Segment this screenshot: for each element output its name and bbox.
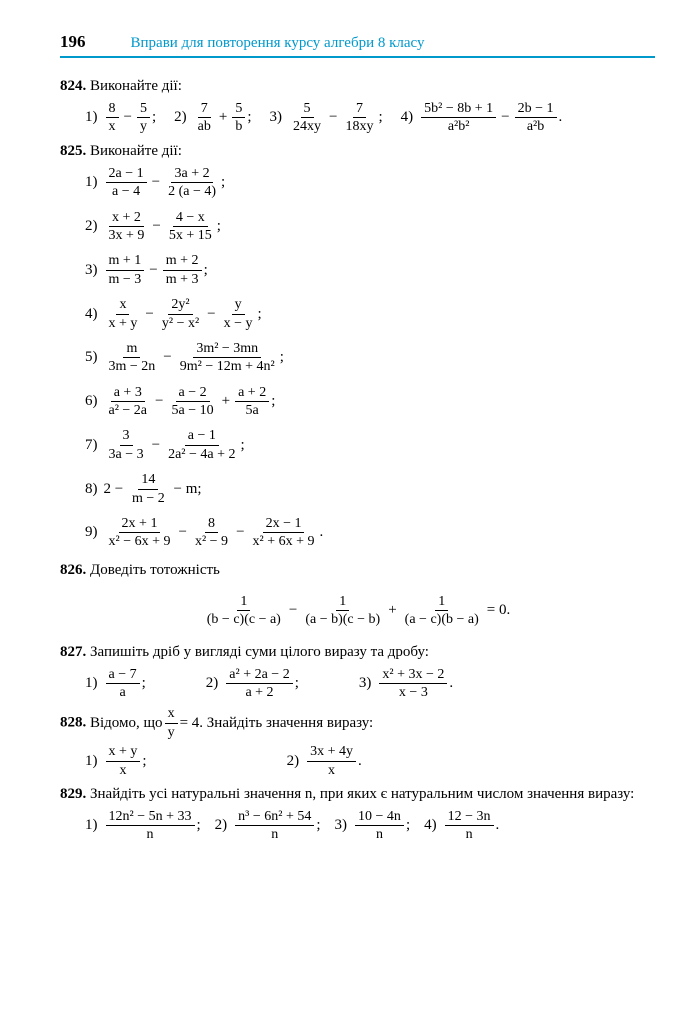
page: 196 Вправи для повторення курсу алгебри … xyxy=(0,0,690,879)
problem-title: Знайдіть усі натуральні значення n, при … xyxy=(90,786,634,802)
problem-826-equation: 1(b − c)(c − a) − 1(a − b)(c − b) + 1(a … xyxy=(60,591,655,628)
problem-824: 824. Виконайте дії: 1)8x−5y; 2)7ab+5b; 3)5… xyxy=(60,76,655,135)
problem-head: 825. Виконайте дії: xyxy=(60,141,655,162)
sub-item: 9)2x + 1x² − 6x + 9−8x² − 9−2x − 1x² + 6… xyxy=(85,516,655,550)
problem-824-items: 1)8x−5y; 2)7ab+5b; 3)524xy−718xy; 4)5b² − 8… xyxy=(85,101,655,135)
problem-head: 827. Запишіть дріб у вигляді суми цілого… xyxy=(60,642,655,663)
sub-item: 1)12n² − 5n + 33n; xyxy=(85,809,201,843)
sub-item: 4)5b² − 8b + 1a²b²−2b − 1a²b. xyxy=(401,101,563,135)
sub-item: 2)3x + 4yx. xyxy=(287,744,362,778)
problem-number: 824. xyxy=(60,78,86,94)
sub-item: 2)x + 23x + 9−4 − x5x + 15; xyxy=(85,210,655,244)
problem-number: 825. xyxy=(60,143,86,159)
problem-825: 825. Виконайте дії: 1)2a − 1a − 4−3a + 2… xyxy=(60,141,655,550)
problem-head: 829. Знайдіть усі натуральні значення n,… xyxy=(60,784,655,805)
page-number: 196 xyxy=(60,30,86,54)
problem-title: Відомо, що xy = 4. Знайдіть значення вир… xyxy=(90,706,373,740)
problem-827: 827. Запишіть дріб у вигляді суми цілого… xyxy=(60,642,655,701)
sub-item: 2)n³ − 6n² + 54n; xyxy=(215,809,321,843)
sub-item: 1)2a − 1a − 4−3a + 22 (a − 4); xyxy=(85,166,655,200)
problem-head: 828. Відомо, що xy = 4. Знайдіть значенн… xyxy=(60,706,655,740)
sub-item: 6)a + 3a² − 2a−a − 25a − 10+a + 25a; xyxy=(85,385,655,419)
sub-item: 4)12 − 3nn. xyxy=(424,809,499,843)
problem-827-items: 1)a − 7a; 2)a² + 2a − 2a + 2; 3)x² + 3x − … xyxy=(85,667,655,701)
page-header: 196 Вправи для повторення курсу алгебри … xyxy=(60,30,655,58)
problem-828-items: 1)x + yx; 2)3x + 4yx. xyxy=(85,744,655,778)
sub-item: 3)m + 1m − 3−m + 2m + 3; xyxy=(85,253,655,287)
problem-828: 828. Відомо, що xy = 4. Знайдіть значенн… xyxy=(60,706,655,778)
sub-item: 2)a² + 2a − 2a + 2; xyxy=(206,667,299,701)
sub-item: 8)2 − 14m − 2 − m; xyxy=(85,472,655,506)
sub-item: 3)524xy−718xy; xyxy=(270,101,383,135)
problem-829: 829. Знайдіть усі натуральні значення n,… xyxy=(60,784,655,843)
sub-item: 2)7ab+5b; xyxy=(174,101,251,135)
sub-item: 7)33a − 3−a − 12a² − 4a + 2; xyxy=(85,428,655,462)
problem-head: 824. Виконайте дії: xyxy=(60,76,655,97)
problem-number: 826. xyxy=(60,562,86,578)
problem-number: 827. xyxy=(60,644,86,660)
problem-title: Доведіть тотожність xyxy=(90,562,220,578)
sub-item: 1)8x−5y; xyxy=(85,101,156,135)
problem-825-items: 1)2a − 1a − 4−3a + 22 (a − 4); 2)x + 23x … xyxy=(60,166,655,550)
problem-number: 828. xyxy=(60,715,86,731)
problem-number: 829. xyxy=(60,786,86,802)
problem-head: 826. Доведіть тотожність xyxy=(60,560,655,581)
sub-item: 1)x + yx; xyxy=(85,744,147,778)
sub-item: 3)x² + 3x − 2x − 3. xyxy=(359,667,453,701)
problem-title: Запишіть дріб у вигляді суми цілого вира… xyxy=(90,644,429,660)
problem-829-items: 1)12n² − 5n + 33n; 2)n³ − 6n² + 54n; 3)10 … xyxy=(85,809,655,843)
problem-title: Виконайте дії: xyxy=(90,78,182,94)
sub-item: 3)10 − 4nn; xyxy=(335,809,411,843)
header-title: Вправи для повторення курсу алгебри 8 кл… xyxy=(131,33,425,54)
sub-item: 4)xx + y−2y²y² − x²−yx − y; xyxy=(85,297,655,331)
sub-item: 5)m3m − 2n−3m² − 3mn9m² − 12m + 4n²; xyxy=(85,341,655,375)
problem-826: 826. Доведіть тотожність 1(b − c)(c − a)… xyxy=(60,560,655,628)
sub-item: 1)a − 7a; xyxy=(85,667,146,701)
problem-title: Виконайте дії: xyxy=(90,143,182,159)
